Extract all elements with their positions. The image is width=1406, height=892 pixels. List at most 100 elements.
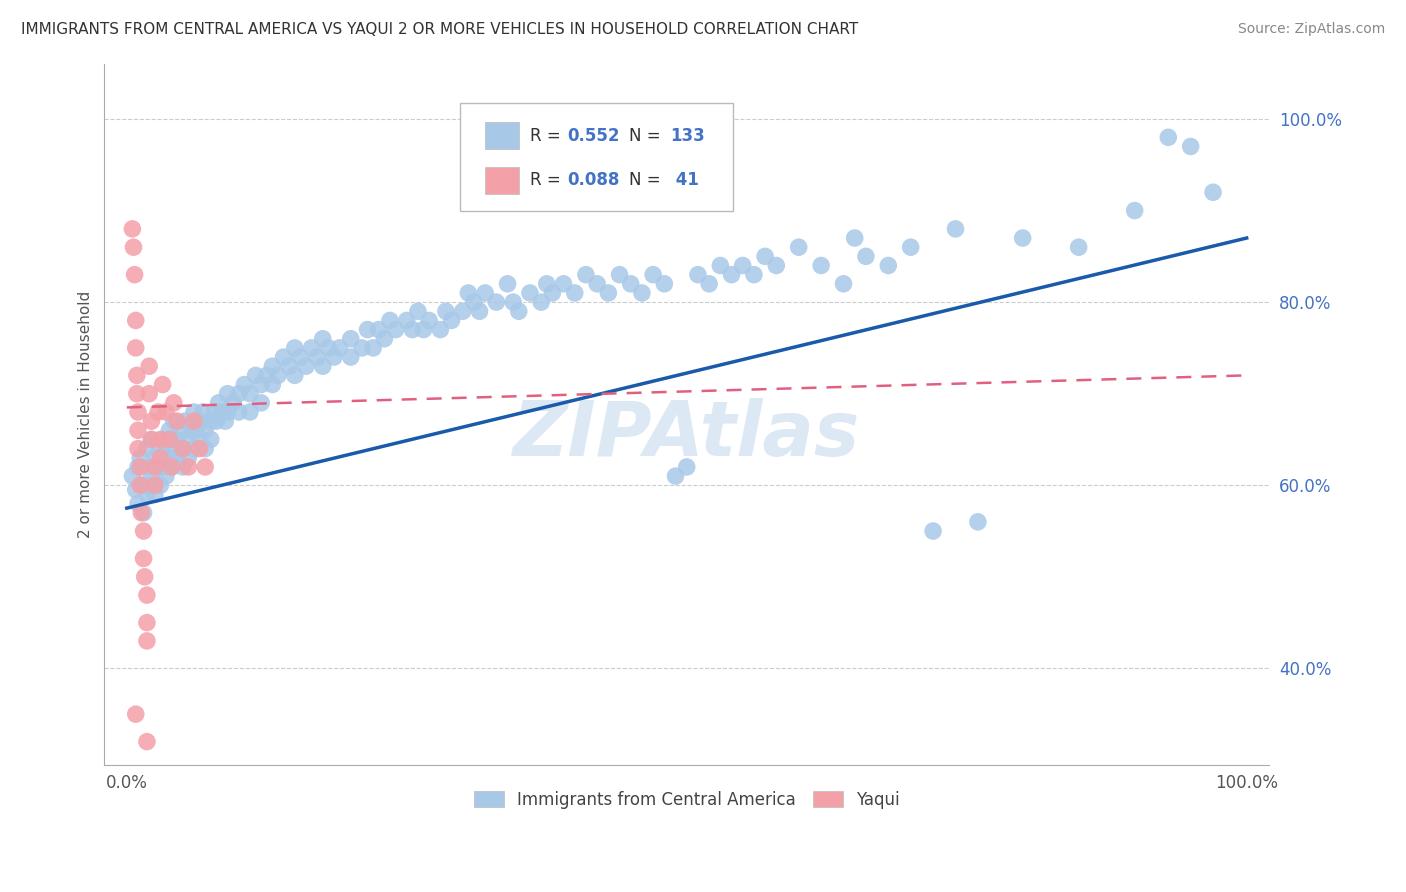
Point xyxy=(598,285,620,300)
Point xyxy=(125,483,148,497)
Point xyxy=(129,450,152,465)
Point xyxy=(166,414,188,428)
Text: ZIPAtlas: ZIPAtlas xyxy=(513,399,860,472)
FancyBboxPatch shape xyxy=(485,122,519,149)
Point xyxy=(127,405,149,419)
Text: 41: 41 xyxy=(669,171,699,189)
Point xyxy=(136,442,159,456)
Point xyxy=(267,368,290,383)
Point xyxy=(361,341,384,355)
Point xyxy=(367,322,389,336)
Point xyxy=(136,615,159,630)
Point xyxy=(295,359,318,374)
Point xyxy=(127,442,149,456)
Point xyxy=(233,377,256,392)
Point xyxy=(160,459,183,474)
Point xyxy=(172,442,194,456)
Point xyxy=(401,322,423,336)
Point xyxy=(307,350,329,364)
Point xyxy=(155,469,177,483)
Point xyxy=(323,350,346,364)
Point xyxy=(211,405,233,419)
Point xyxy=(434,304,457,318)
Point xyxy=(138,478,160,492)
Point xyxy=(194,459,217,474)
Text: Source: ZipAtlas.com: Source: ZipAtlas.com xyxy=(1237,22,1385,37)
Point xyxy=(312,359,335,374)
Point xyxy=(222,396,245,410)
Point xyxy=(149,442,172,456)
Point xyxy=(172,459,194,474)
Point xyxy=(136,487,159,501)
Point xyxy=(262,377,284,392)
Point xyxy=(127,459,149,474)
Point xyxy=(457,285,479,300)
Point xyxy=(496,277,519,291)
Point xyxy=(141,469,163,483)
Point xyxy=(205,414,228,428)
Point xyxy=(177,459,200,474)
Point xyxy=(787,240,810,254)
Point xyxy=(125,707,148,722)
Point xyxy=(922,524,945,538)
Point xyxy=(256,368,278,383)
Point xyxy=(172,442,194,456)
Point xyxy=(131,506,153,520)
FancyBboxPatch shape xyxy=(460,103,734,211)
Point xyxy=(620,277,643,291)
Point xyxy=(339,332,361,346)
Point xyxy=(855,249,877,263)
Point xyxy=(686,268,709,282)
Point xyxy=(384,322,406,336)
Point xyxy=(125,386,148,401)
Point xyxy=(1180,139,1202,153)
Point xyxy=(129,459,152,474)
Point xyxy=(138,459,160,474)
Point xyxy=(564,285,586,300)
Point xyxy=(157,433,180,447)
Point xyxy=(553,277,575,291)
Point xyxy=(121,222,143,236)
Point xyxy=(742,268,765,282)
Point xyxy=(132,524,155,538)
Point xyxy=(155,442,177,456)
Point xyxy=(284,341,307,355)
Point xyxy=(136,588,159,602)
Point xyxy=(180,423,202,437)
Point xyxy=(177,450,200,465)
Point xyxy=(262,359,284,374)
Point xyxy=(412,322,434,336)
Point xyxy=(697,277,720,291)
Point xyxy=(575,268,598,282)
Point xyxy=(138,386,160,401)
Point xyxy=(138,359,160,374)
Point xyxy=(720,268,742,282)
Point xyxy=(652,277,675,291)
Point xyxy=(132,506,155,520)
Point xyxy=(152,459,174,474)
Point xyxy=(183,442,205,456)
Point xyxy=(228,405,250,419)
Text: N =: N = xyxy=(630,127,666,145)
Point xyxy=(290,350,312,364)
Point xyxy=(373,332,395,346)
Point xyxy=(125,368,148,383)
Text: R =: R = xyxy=(530,127,567,145)
Point xyxy=(356,322,378,336)
Point xyxy=(188,433,211,447)
Point xyxy=(378,313,401,327)
Point xyxy=(468,304,491,318)
Point xyxy=(169,423,191,437)
Point xyxy=(186,423,208,437)
Point xyxy=(191,405,214,419)
Point xyxy=(395,313,418,327)
Point xyxy=(731,259,754,273)
Point xyxy=(967,515,990,529)
Point xyxy=(146,405,169,419)
Point xyxy=(643,268,665,282)
Point xyxy=(134,570,156,584)
Point xyxy=(844,231,866,245)
Point xyxy=(1202,186,1225,200)
Point xyxy=(754,249,776,263)
Point xyxy=(217,405,239,419)
